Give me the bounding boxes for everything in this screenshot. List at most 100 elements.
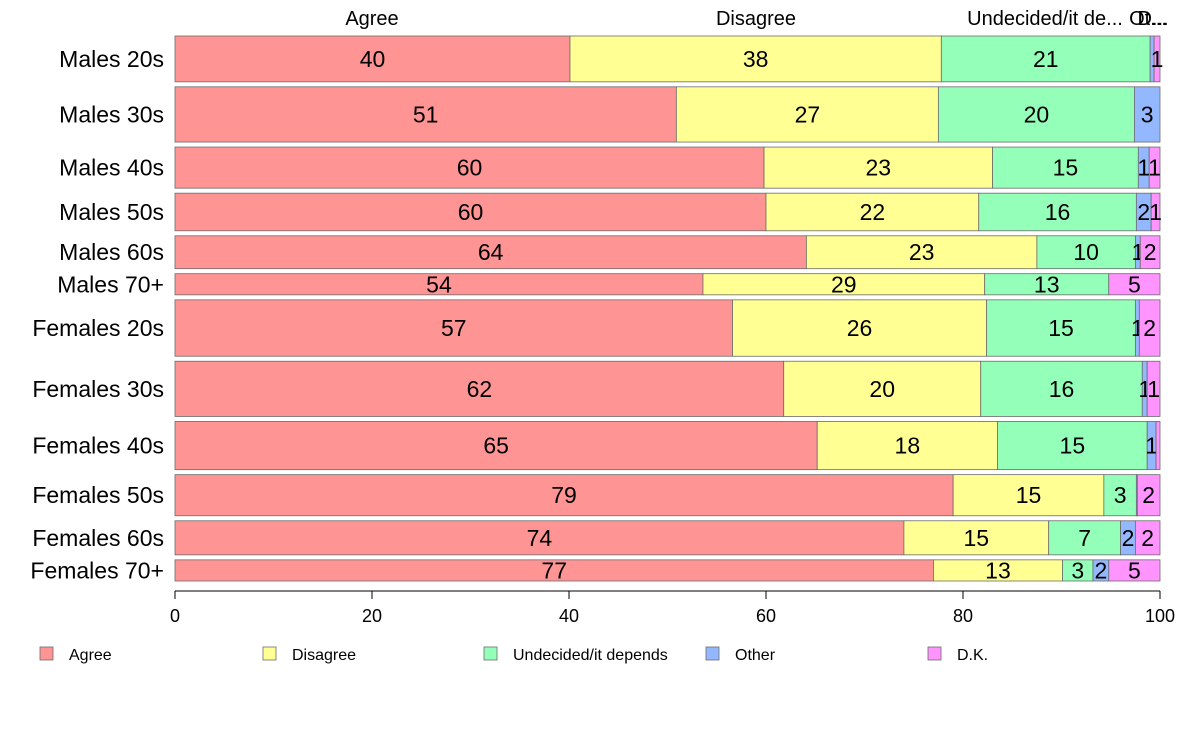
- bar-segment-agree-males-30s: [174, 86, 677, 143]
- data-label-undecided-it-depends-females-60s: 7: [1078, 525, 1091, 551]
- bar-segment-undecided-it-depends-females-20s: [986, 299, 1136, 357]
- data-label-undecided-it-depends-males-40s: 15: [1053, 155, 1079, 181]
- data-label-d-k-males-60s: 2: [1144, 239, 1157, 265]
- data-label-undecided-it-depends-females-30s: 16: [1049, 376, 1075, 402]
- bar-segment-d-k-males-20s: [1153, 35, 1161, 83]
- data-label-other-males-40s: 1: [1137, 155, 1150, 181]
- category-label-males-40s: Males 40s: [59, 155, 164, 181]
- legend-swatch-d-k: [927, 646, 942, 661]
- bar-segment-undecided-it-depends-males-30s: [937, 86, 1135, 143]
- data-label-undecided-it-depends-females-50s: 3: [1114, 482, 1127, 508]
- category-label-males-30s: Males 30s: [59, 101, 164, 127]
- legend-swatch-other: [705, 646, 720, 661]
- bar-segment-other-males-30s: [1133, 86, 1161, 143]
- bar-segment-disagree-females-40s: [816, 421, 998, 471]
- bar-segment-d-k-males-60s: [1139, 235, 1161, 270]
- data-label-disagree-females-20s: 26: [847, 315, 873, 341]
- x-tick-label-80: 80: [953, 606, 973, 626]
- bar-segment-agree-females-20s: [174, 299, 733, 357]
- data-label-disagree-males-60s: 23: [909, 239, 935, 265]
- bar-segment-d-k-males-50s: [1150, 192, 1161, 232]
- data-label-agree-males-40s: 60: [457, 155, 483, 181]
- data-label-other-males-50s: 2: [1137, 199, 1150, 225]
- category-label-males-70: Males 70+: [57, 271, 164, 297]
- x-tick-label-20: 20: [362, 606, 382, 626]
- bar-segment-undecided-it-depends-females-60s: [1048, 520, 1121, 556]
- data-label-undecided-it-depends-females-70: 3: [1071, 557, 1084, 583]
- data-label-agree-males-30s: 51: [413, 101, 439, 127]
- bar-segment-undecided-it-depends-males-40s: [992, 146, 1139, 189]
- data-label-agree-females-30s: 62: [467, 376, 493, 402]
- bar-segment-d-k-females-60s: [1134, 520, 1161, 556]
- top-label-ot: Ot...: [1129, 8, 1167, 30]
- category-label-females-20s: Females 20s: [32, 315, 164, 341]
- data-label-d-k-males-20s: 1: [1151, 46, 1164, 72]
- data-label-undecided-it-depends-males-70: 13: [1034, 271, 1060, 297]
- bar-segment-undecided-it-depends-females-30s: [980, 360, 1143, 417]
- bar-segment-undecided-it-depends-males-50s: [978, 192, 1137, 232]
- data-label-agree-males-20s: 40: [360, 46, 386, 72]
- legend-swatch-disagree: [262, 646, 277, 661]
- bar-segment-d-k-females-50s: [1136, 474, 1161, 517]
- legend-swatch-agree: [39, 646, 54, 661]
- bar-segment-d-k-males-70: [1108, 273, 1161, 296]
- data-label-agree-males-50s: 60: [458, 199, 484, 225]
- data-label-disagree-females-60s: 15: [964, 525, 990, 551]
- bar-segment-d-k-females-40s: [1155, 421, 1161, 471]
- data-label-disagree-males-20s: 38: [743, 46, 769, 72]
- data-label-undecided-it-depends-males-20s: 21: [1033, 46, 1059, 72]
- data-label-d-k-females-30s: 1: [1147, 376, 1160, 402]
- top-label-undecided-it-de: Undecided/it de...: [967, 8, 1123, 30]
- data-label-d-k-males-70: 5: [1128, 271, 1141, 297]
- x-tick-label-60: 60: [756, 606, 776, 626]
- data-label-disagree-males-50s: 22: [860, 199, 886, 225]
- x-tick-label-40: 40: [559, 606, 579, 626]
- bar-segment-disagree-females-60s: [903, 520, 1050, 556]
- data-label-d-k-females-50s: 2: [1142, 482, 1155, 508]
- data-label-other-females-40s: 1: [1145, 433, 1158, 459]
- bar-segment-d-k-females-20s: [1138, 299, 1161, 357]
- data-label-disagree-females-70: 13: [985, 557, 1011, 583]
- bar-segment-agree-males-60s: [174, 235, 807, 270]
- data-label-agree-females-60s: 74: [527, 525, 553, 551]
- bar-segment-d-k-males-40s: [1148, 146, 1161, 189]
- category-label-males-60s: Males 60s: [59, 239, 164, 265]
- bar-segment-disagree-males-60s: [805, 235, 1038, 270]
- data-label-disagree-females-50s: 15: [1016, 482, 1042, 508]
- bar-segment-disagree-males-30s: [675, 86, 939, 143]
- top-label-disagree: Disagree: [716, 8, 796, 30]
- category-label-males-20s: Males 20s: [59, 46, 164, 72]
- bar-segment-disagree-males-50s: [765, 192, 980, 232]
- legend-label-undecided-it-depends: Undecided/it depends: [513, 647, 668, 664]
- category-label-females-40s: Females 40s: [32, 433, 164, 459]
- category-label-females-70: Females 70+: [30, 557, 164, 583]
- data-label-d-k-males-40s: 1: [1148, 155, 1161, 181]
- data-label-agree-females-70: 77: [541, 557, 567, 583]
- data-label-undecided-it-depends-females-40s: 15: [1060, 433, 1086, 459]
- data-label-undecided-it-depends-males-60s: 10: [1073, 239, 1099, 265]
- data-label-d-k-females-20s: 2: [1143, 315, 1156, 341]
- top-label-d: D...: [1137, 8, 1168, 30]
- bar-segment-undecided-it-depends-males-60s: [1036, 235, 1136, 270]
- legend-label-other: Other: [735, 647, 776, 664]
- legend-label-d-k: D.K.: [957, 647, 988, 664]
- data-label-other-females-60s: 2: [1122, 525, 1135, 551]
- bar-segment-disagree-males-20s: [569, 35, 942, 83]
- bar-segment-disagree-males-40s: [763, 146, 993, 189]
- bar-segment-undecided-it-depends-females-50s: [1103, 474, 1137, 517]
- bar-segment-undecided-it-depends-females-40s: [997, 421, 1148, 471]
- bar-segment-agree-females-50s: [174, 474, 954, 517]
- bar-segment-disagree-females-30s: [783, 360, 982, 417]
- bar-segment-agree-females-30s: [174, 360, 785, 417]
- bar-segment-d-k-females-30s: [1146, 360, 1161, 417]
- top-label-agree: Agree: [345, 8, 398, 30]
- data-label-agree-females-20s: 57: [441, 315, 467, 341]
- data-label-d-k-females-70: 5: [1128, 557, 1141, 583]
- data-label-disagree-males-70: 29: [831, 271, 857, 297]
- data-label-disagree-females-40s: 18: [895, 433, 921, 459]
- data-label-agree-females-40s: 65: [483, 433, 509, 459]
- data-label-agree-males-70: 54: [426, 271, 452, 297]
- data-label-undecided-it-depends-males-50s: 16: [1045, 199, 1071, 225]
- category-label-males-50s: Males 50s: [59, 199, 164, 225]
